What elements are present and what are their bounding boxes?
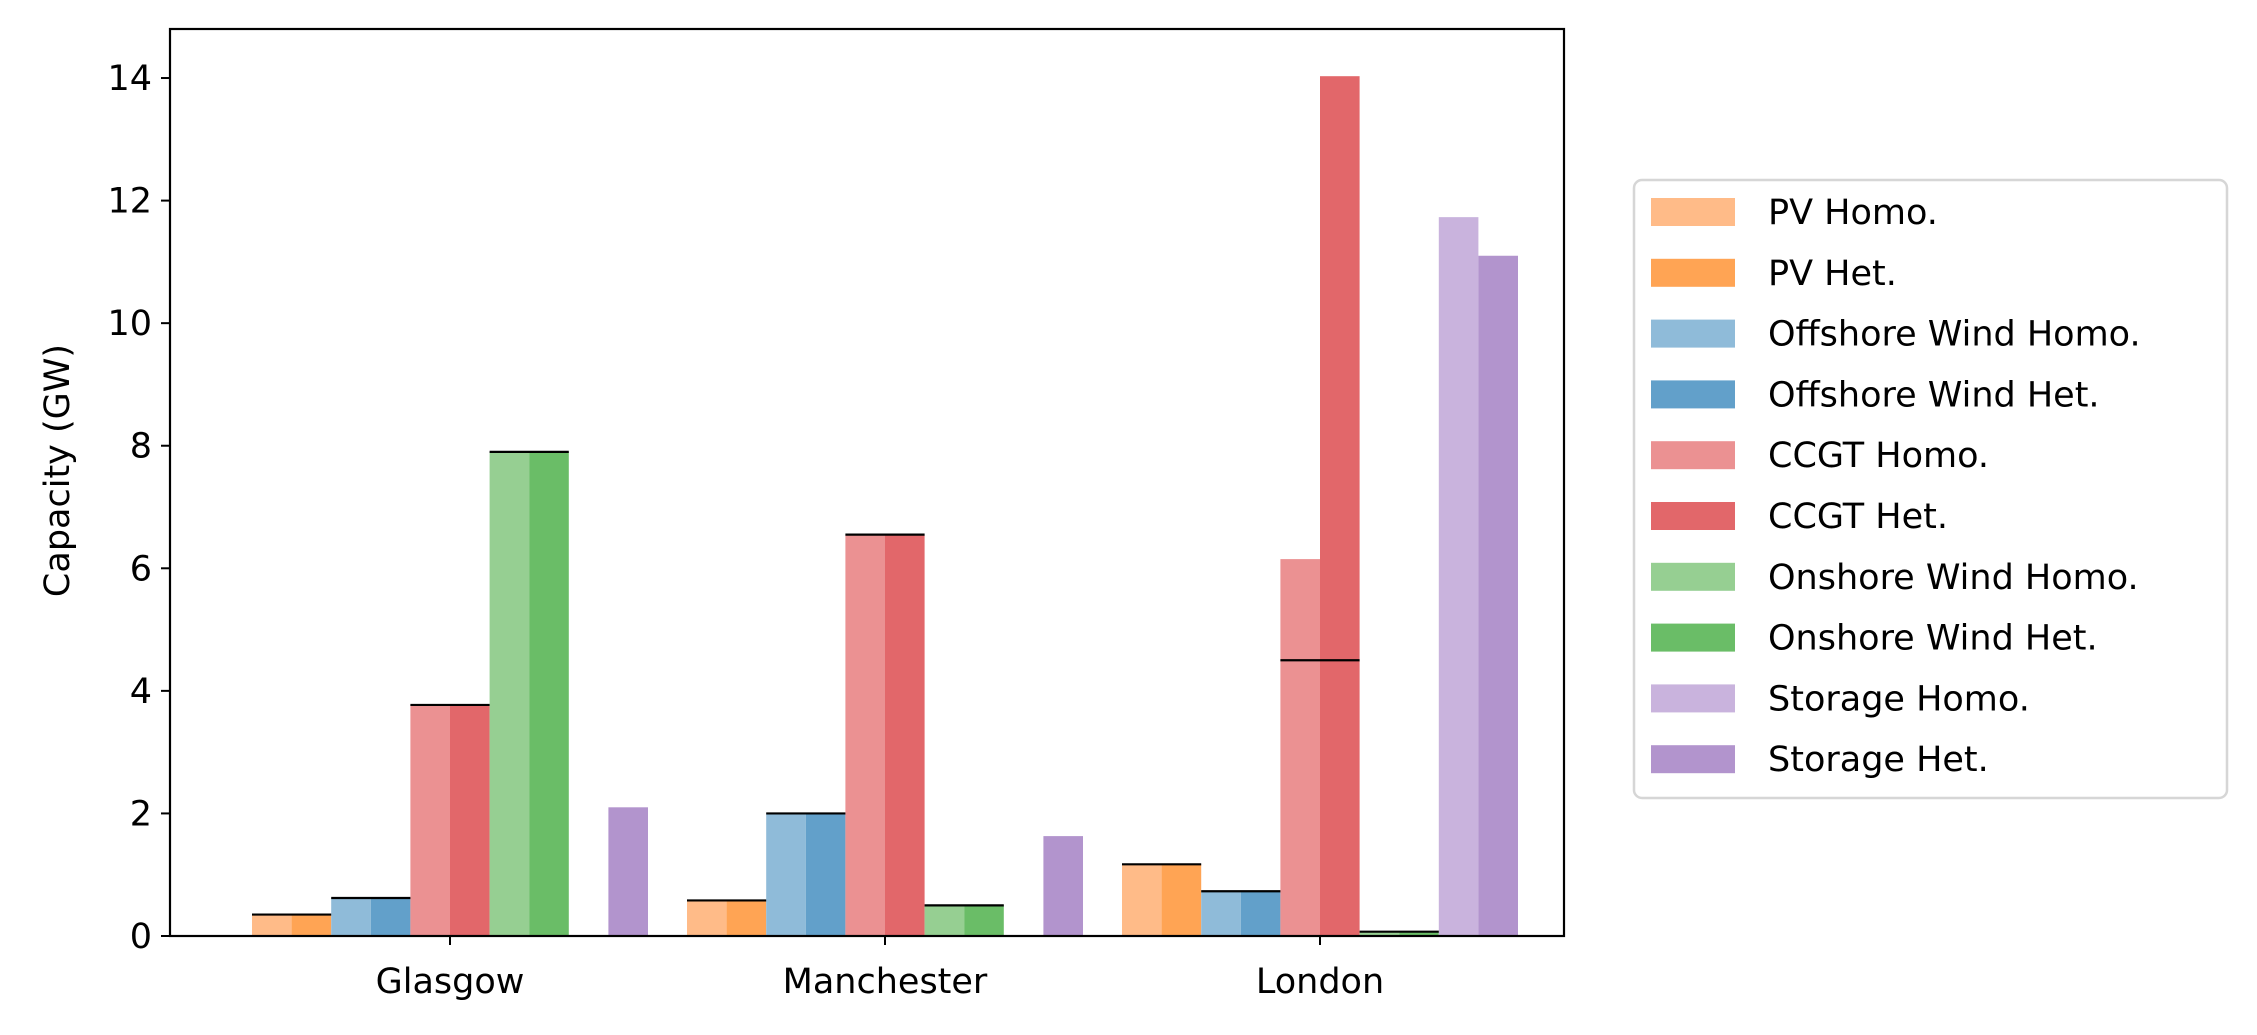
bar-glasgow-3 bbox=[370, 898, 411, 936]
legend-label: CCGT Homo. bbox=[1768, 436, 1989, 476]
y-tick-label: 2 bbox=[130, 794, 152, 834]
legend-label: PV Het. bbox=[1768, 254, 1897, 294]
bar-london-2 bbox=[1201, 891, 1241, 936]
y-tick-label: 10 bbox=[107, 304, 152, 344]
legend-swatch bbox=[1651, 623, 1735, 652]
bar-london-0 bbox=[1122, 864, 1162, 936]
bar-glasgow-1 bbox=[291, 914, 332, 936]
y-tick-label: 4 bbox=[130, 672, 152, 712]
y-tick-label: 0 bbox=[130, 917, 152, 957]
bar-london-1 bbox=[1161, 864, 1202, 936]
bar-manchester-9 bbox=[1043, 836, 1083, 936]
plot-frame bbox=[168, 27, 1566, 938]
legend-label: Offshore Wind Homo. bbox=[1768, 315, 2141, 355]
bar-london-9 bbox=[1478, 255, 1518, 936]
bar-manchester-4 bbox=[845, 534, 885, 936]
bars-group bbox=[252, 76, 1518, 936]
bar-london-5 bbox=[1320, 76, 1360, 936]
y-tick-label: 12 bbox=[107, 182, 152, 222]
x-tick-label-glasgow: Glasgow bbox=[376, 962, 525, 1002]
y-axis-title: Capacity (GW) bbox=[38, 344, 78, 597]
legend-label: PV Homo. bbox=[1768, 193, 1938, 233]
legend-label: Onshore Wind Homo. bbox=[1768, 558, 2139, 598]
y-tick-label: 6 bbox=[130, 549, 152, 589]
bar-manchester-7 bbox=[964, 905, 1004, 936]
bar-manchester-1 bbox=[726, 900, 767, 936]
bar-glasgow-4 bbox=[410, 704, 450, 936]
x-tick-label-london: London bbox=[1256, 962, 1384, 1002]
bar-london-4 bbox=[1280, 559, 1320, 936]
x-tick-label-manchester: Manchester bbox=[783, 962, 988, 1002]
bar-london-3 bbox=[1240, 891, 1281, 936]
legend-label: Storage Het. bbox=[1768, 740, 1989, 780]
bar-glasgow-5 bbox=[450, 704, 490, 936]
bar-manchester-3 bbox=[805, 813, 846, 936]
legend-swatch bbox=[1651, 562, 1735, 591]
legend: PV Homo. PV Het. Offshore Wind Homo. Offsho… bbox=[1632, 178, 2229, 800]
legend-label: CCGT Het. bbox=[1768, 497, 1948, 537]
legend-swatch bbox=[1651, 258, 1735, 287]
legend-frame bbox=[1632, 178, 2229, 800]
bar-glasgow-6 bbox=[489, 451, 530, 936]
bar-london-8 bbox=[1438, 217, 1479, 936]
legend-label: Onshore Wind Het. bbox=[1768, 619, 2098, 659]
legend-swatch bbox=[1651, 198, 1735, 226]
bar-manchester-2 bbox=[766, 813, 806, 936]
legend-swatch bbox=[1651, 380, 1735, 409]
bar-manchester-0 bbox=[687, 900, 727, 936]
legend-swatch bbox=[1651, 319, 1735, 348]
legend-swatch bbox=[1651, 441, 1735, 470]
legend-label: Offshore Wind Het. bbox=[1768, 375, 2100, 415]
bar-glasgow-0 bbox=[252, 914, 292, 936]
bar-london-6 bbox=[1359, 931, 1400, 936]
y-axis: 0 2 4 6 8 10 12 14 bbox=[107, 59, 170, 957]
legend-label: Storage Homo. bbox=[1768, 679, 2030, 719]
bar-london-7 bbox=[1399, 931, 1439, 936]
legend-swatch bbox=[1651, 684, 1735, 713]
bar-manchester-5 bbox=[885, 534, 925, 936]
legend-swatch bbox=[1651, 502, 1735, 530]
bar-glasgow-9 bbox=[608, 807, 648, 936]
bar-glasgow-7 bbox=[529, 451, 569, 936]
y-tick-label: 14 bbox=[107, 59, 152, 99]
bar-glasgow-2 bbox=[331, 898, 371, 936]
marker-lines-group bbox=[252, 450, 1439, 933]
bar-manchester-6 bbox=[924, 905, 965, 936]
y-tick-label: 8 bbox=[130, 427, 152, 467]
x-axis: Glasgow Manchester London bbox=[376, 936, 1384, 1002]
legend-swatch bbox=[1651, 745, 1735, 774]
